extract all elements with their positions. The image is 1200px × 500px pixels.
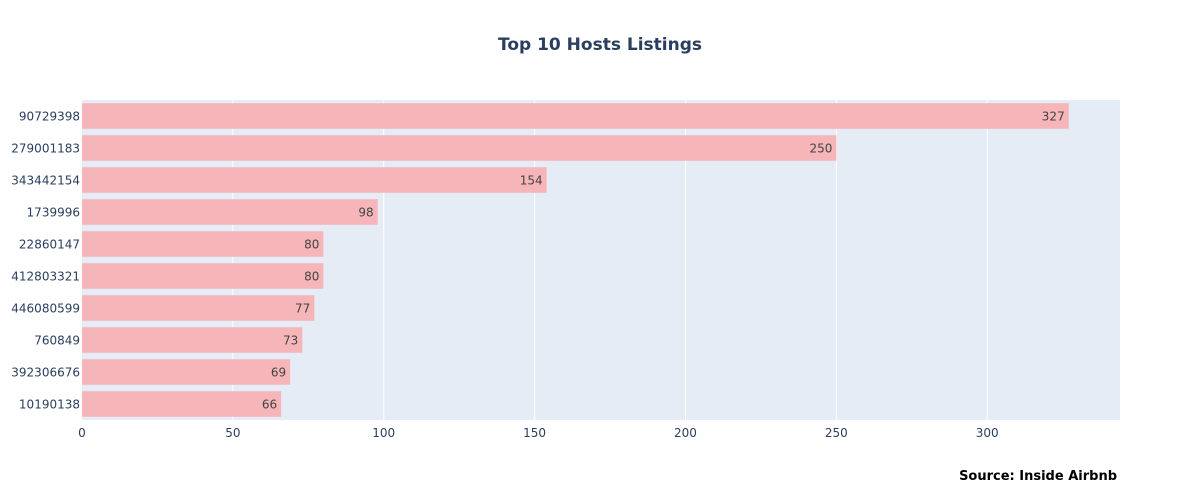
- bar-value-label: 69: [271, 366, 286, 380]
- y-axis-ticks: 90729398 279001183 343442154 1739996 2286014…: [11, 110, 80, 412]
- y-tick-label: 10190138: [19, 398, 80, 412]
- x-tick-label: 300: [976, 426, 999, 440]
- y-tick-label: 1739996: [27, 206, 80, 220]
- source-annotation: Source: Inside Airbnb: [959, 469, 1117, 484]
- y-tick-label: 412803321: [11, 270, 80, 284]
- bar-value-label: 80: [304, 270, 319, 284]
- bar: [82, 231, 324, 257]
- y-tick-label: 22860147: [19, 238, 80, 252]
- x-tick-label: 0: [78, 426, 86, 440]
- bar: [82, 391, 282, 417]
- bar: [82, 199, 378, 225]
- y-tick-label: 446080599: [11, 302, 80, 316]
- x-tick-label: 50: [225, 426, 240, 440]
- bar: [82, 135, 837, 161]
- bars: [82, 103, 1069, 417]
- y-tick-label: 760849: [34, 334, 80, 348]
- bar: [82, 103, 1069, 129]
- bar-value-label: 98: [358, 206, 373, 220]
- bar: [82, 295, 315, 321]
- x-tick-label: 250: [825, 426, 848, 440]
- bar-value-label: 327: [1042, 110, 1065, 124]
- bar: [82, 327, 303, 353]
- bar: [82, 359, 291, 385]
- y-tick-label: 279001183: [11, 142, 80, 156]
- bar-value-label: 154: [520, 174, 543, 188]
- y-tick-label: 90729398: [19, 110, 80, 124]
- bar: [82, 167, 547, 193]
- bar-value-label: 66: [262, 398, 277, 412]
- x-tick-label: 150: [523, 426, 546, 440]
- chart-title: Top 10 Hosts Listings: [498, 35, 702, 55]
- bar-value-label: 77: [295, 302, 310, 316]
- x-tick-label: 200: [674, 426, 697, 440]
- y-tick-label: 392306676: [11, 366, 80, 380]
- bar-value-label: 73: [283, 334, 298, 348]
- bar-value-label: 80: [304, 238, 319, 252]
- x-tick-label: 100: [372, 426, 395, 440]
- y-tick-label: 343442154: [11, 174, 80, 188]
- bar: [82, 263, 324, 289]
- bar-labels: 327 250 154 98 80 80 77 73 69 66: [262, 110, 1065, 412]
- x-axis-ticks: 0 50 100 150 200 250 300: [78, 426, 999, 440]
- bar-value-label: 250: [809, 142, 832, 156]
